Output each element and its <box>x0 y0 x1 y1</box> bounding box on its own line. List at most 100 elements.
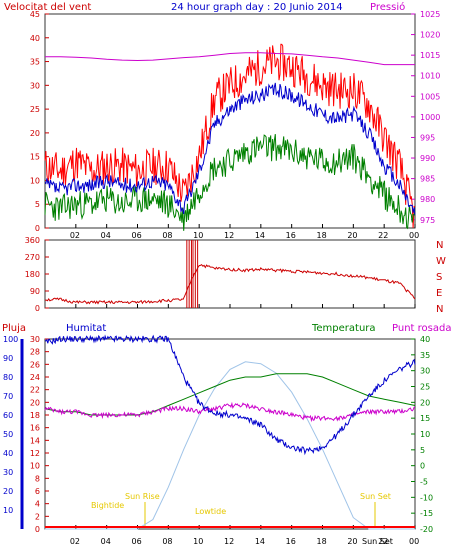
temperature-y-tick-label: 25 <box>420 383 430 392</box>
x-tick-label: 20 <box>347 537 357 546</box>
rain-y-tick-label: 0 <box>35 525 40 534</box>
wind-gust-line <box>44 43 416 228</box>
compass-labels: N W S E N <box>436 240 446 315</box>
x-tick-label: 12 <box>224 537 234 546</box>
x-tick-label: 08 <box>162 537 172 546</box>
x-tick-label: 22 <box>378 231 388 240</box>
humidity-title: Humitat <box>66 323 106 334</box>
temperature-y-tick-label: -15 <box>420 509 433 518</box>
temperature-y-tick-label: 15 <box>420 414 430 423</box>
rain-y-tick-label: 30 <box>30 335 40 344</box>
x-tick-label: 18 <box>317 231 327 240</box>
compass-label: S <box>436 272 442 283</box>
rain-y-tick-label: 6 <box>35 487 40 496</box>
x-tick-label: 04 <box>101 537 111 546</box>
humidity-y-tick-label: 100 <box>3 335 18 344</box>
pressure-y-tick-label: 1025 <box>420 10 440 19</box>
temperature-y-tick-label: 10 <box>420 430 430 439</box>
pressure-line <box>45 52 415 66</box>
rain-y-tick-label: 28 <box>30 348 40 357</box>
pressure-y-tick-label: 1015 <box>420 51 440 60</box>
temperature-y-tick-label: 40 <box>420 335 430 344</box>
humidity-y-tick-label: 40 <box>3 449 13 458</box>
compass-label: N <box>436 240 443 251</box>
rain-y-tick-label: 20 <box>30 398 40 407</box>
temperature-y-tick-label: -10 <box>420 493 433 502</box>
temperature-y-tick-label: 30 <box>420 367 430 376</box>
x-tick-label: 22 <box>378 537 388 546</box>
solar-radiation-line <box>45 361 415 530</box>
x-tick-label: 00 <box>409 537 419 546</box>
x-tick-label: 08 <box>162 231 172 240</box>
x-tick-label: 12 <box>224 231 234 240</box>
wind-y-tick-label: 40 <box>30 34 40 43</box>
x-tick-label: 10 <box>193 231 203 240</box>
x-tick-label: 02 <box>70 537 80 546</box>
wind-y-tick-label: 25 <box>30 105 40 114</box>
rain-title: Pluja <box>2 323 26 334</box>
x-tick-label: 10 <box>193 537 203 546</box>
sunrise-label: Sun Rise <box>125 492 160 501</box>
lowtide-label: Lowtide <box>195 507 226 516</box>
humidity-y-tick-label: 80 <box>3 373 13 382</box>
temperature-y-tick-label: 0 <box>420 462 425 471</box>
rain-y-tick-label: 10 <box>30 462 40 471</box>
pressure-y-tick-label: 1000 <box>420 113 440 122</box>
compass-label: W <box>436 256 446 267</box>
direction-panel-frame <box>44 239 416 309</box>
rain-y-tick-label: 22 <box>30 386 40 395</box>
chart-title: 24 hour graph day : 20 Junio 2014 <box>171 2 343 13</box>
rain-y-tick-label: 4 <box>35 500 40 509</box>
pressure-y-tick-label: 985 <box>420 175 435 184</box>
dewpoint-line <box>44 401 415 423</box>
temperature-y-tick-label: 35 <box>420 351 430 360</box>
wind-y-tick-label: 5 <box>35 200 40 209</box>
pressure-y-tick-label: 995 <box>420 133 435 142</box>
bighttide-label: Bightide <box>91 501 124 510</box>
x-tick-label: 06 <box>132 231 142 240</box>
wind-average-line <box>44 82 416 215</box>
wind-y-tick-label: 0 <box>35 224 40 233</box>
direction-y-tick-label: 90 <box>30 287 40 296</box>
rain-y-tick-label: 12 <box>30 449 40 458</box>
pressure-y-tick-label: 1005 <box>420 92 440 101</box>
direction-y-tick-label: 180 <box>25 270 40 279</box>
humidity-y-tick-label: 30 <box>3 468 13 477</box>
pressure-y-tick-label: 975 <box>420 216 435 225</box>
humidity-line <box>44 334 416 456</box>
x-tick-label: 16 <box>286 537 296 546</box>
rain-y-tick-label: 8 <box>35 474 40 483</box>
chart-marks: 0510152025303540459759809859909951000100… <box>3 10 440 546</box>
x-tick-label: 00 <box>409 231 419 240</box>
pressure-y-tick-label: 990 <box>420 154 435 163</box>
wind-y-tick-label: 30 <box>30 81 40 90</box>
rain-y-tick-label: 14 <box>30 436 40 445</box>
wind-y-tick-label: 20 <box>30 129 40 138</box>
temperature-y-tick-label: 5 <box>420 446 425 455</box>
wind-direction-line <box>44 264 416 305</box>
wind-y-tick-label: 10 <box>30 176 40 185</box>
dewpoint-title: Punt rosada <box>392 323 451 334</box>
humidity-y-tick-label: 60 <box>3 411 13 420</box>
compass-label: N <box>436 304 443 315</box>
x-tick-label: 18 <box>317 537 327 546</box>
wind-y-tick-label: 35 <box>30 58 40 67</box>
humidity-y-tick-label: 10 <box>3 506 13 515</box>
rain-y-tick-label: 26 <box>30 360 40 369</box>
rain-y-tick-label: 16 <box>30 424 40 433</box>
sunset-label: Sun Set <box>360 492 391 501</box>
x-tick-label: 16 <box>286 231 296 240</box>
direction-y-tick-label: 0 <box>35 304 40 313</box>
temperature-y-tick-label: 20 <box>420 398 430 407</box>
humidity-y-tick-label: 70 <box>3 392 13 401</box>
x-tick-label: 14 <box>255 231 265 240</box>
compass-label: E <box>436 288 442 299</box>
humidity-y-tick-label: 20 <box>3 487 13 496</box>
direction-y-tick-label: 270 <box>25 253 40 262</box>
humidity-y-tick-label: 50 <box>3 430 13 439</box>
humidity-y-tick-label: 90 <box>3 354 13 363</box>
sunset-axis-label: Sun Set <box>362 537 393 546</box>
rain-y-tick-label: 24 <box>30 373 40 382</box>
rain-y-tick-label: 18 <box>30 411 40 420</box>
